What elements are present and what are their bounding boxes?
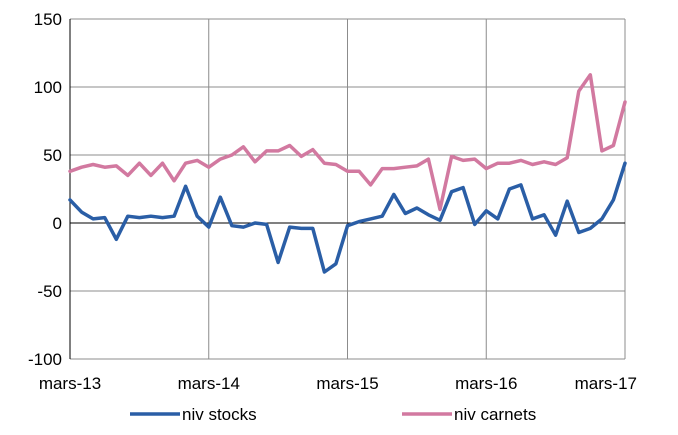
- legend: niv stocks niv carnets: [130, 405, 536, 424]
- y-axis-tick-labels: 150 100 50 0 -50 -100: [28, 10, 62, 369]
- x-tick-label: mars-15: [316, 374, 378, 393]
- series-lines: [68, 73, 627, 274]
- legend-label: niv stocks: [182, 405, 257, 424]
- x-tick-label: mars-14: [178, 374, 240, 393]
- series-line-niv-stocks: [68, 161, 627, 274]
- y-tick-label: 150: [34, 10, 62, 29]
- legend-label: niv carnets: [454, 405, 536, 424]
- x-tick-label: mars-13: [39, 374, 101, 393]
- x-tick-label: mars-17: [575, 374, 637, 393]
- gridlines: [70, 18, 626, 360]
- y-tick-label: -50: [37, 282, 62, 301]
- y-tick-label: 50: [43, 146, 62, 165]
- y-tick-label: -100: [28, 350, 62, 369]
- axes: [69, 19, 625, 359]
- y-tick-label: 100: [34, 78, 62, 97]
- x-tick-label: mars-16: [455, 374, 517, 393]
- series-line-niv-carnets: [68, 73, 627, 212]
- y-tick-label: 0: [53, 214, 62, 233]
- x-axis-tick-labels: mars-13 mars-14 mars-15 mars-16 mars-17: [39, 374, 637, 393]
